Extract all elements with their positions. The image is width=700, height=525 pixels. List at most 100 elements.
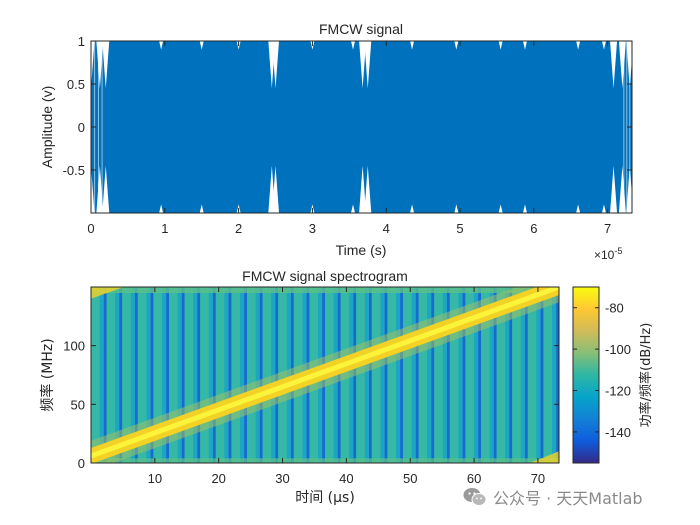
signal-notch-top	[626, 41, 632, 89]
signal-x-tick-label: 1	[161, 221, 168, 236]
signal-title: FMCW signal	[319, 21, 403, 37]
spectrogram-column-dark	[478, 287, 481, 463]
signal-x-tick-label: 6	[530, 221, 537, 236]
spectrogram-column-dark	[259, 287, 263, 463]
spectrogram-axes-box	[90, 286, 560, 464]
signal-notch-bottom	[199, 204, 204, 213]
spectrogram-y-tick-label: 50	[71, 397, 85, 412]
spectrogram-column-dark	[540, 287, 544, 463]
spectrogram-column	[403, 287, 412, 463]
spectrogram-column	[106, 287, 116, 463]
spectrogram-column	[512, 287, 521, 463]
spectrogram-column	[247, 287, 256, 463]
signal-notch-bottom	[102, 165, 110, 213]
spectrogram-chart: 10 20 30 40 50 60 70 0 50 100 FMCW signal spectr…	[39, 268, 654, 506]
signal-notch-bottom	[364, 165, 372, 213]
signal-notch-top	[364, 41, 372, 89]
signal-notch-top	[351, 41, 356, 50]
spectrogram-x-tick-label: 40	[339, 471, 353, 486]
spectrogram-column-dark	[181, 287, 185, 463]
watermark: 公众号 · 天天Matlab	[463, 485, 643, 509]
spectrogram-column	[496, 287, 506, 463]
signal-y-tick-label: -0.5	[63, 163, 85, 178]
spectrogram-column	[371, 287, 381, 463]
signal-x-tick-label: 2	[235, 221, 242, 236]
signal-x-tick-label: 7	[604, 221, 611, 236]
spectrogram-x-tick-label: 70	[531, 471, 545, 486]
signal-notch-bottom	[522, 204, 527, 213]
signal-y-tick-label: 1	[78, 34, 85, 49]
spectrogram-column	[434, 287, 443, 463]
signal-notch-top	[159, 41, 164, 50]
signal-notch-top	[91, 41, 95, 89]
spectrogram-y-ticks: 0 50 100	[63, 339, 559, 471]
spectrogram-column	[418, 287, 428, 463]
signal-y-tick-label: 0.5	[67, 77, 85, 92]
spectrogram-column	[91, 287, 100, 463]
signal-notch-bottom	[351, 204, 356, 213]
spectrogram-x-tick-label: 20	[211, 471, 225, 486]
signal-notch-top	[454, 41, 459, 50]
spectrogram-ridge-core	[91, 287, 559, 459]
spectrogram-column-dark	[166, 287, 169, 463]
signal-notch-bottom	[359, 165, 367, 213]
spectrogram-x-label: 时间 (μs)	[295, 490, 355, 506]
signal-x-tick-label: 5	[456, 221, 463, 236]
spectrogram-column	[481, 287, 490, 463]
spectrogram-column	[215, 287, 225, 463]
spectrogram-x-ticks: 10 20 30 40 50 60 70	[148, 287, 545, 486]
colorbar-box	[572, 286, 600, 464]
colorbar-tick-label: -80	[605, 301, 624, 316]
signal-notch-top	[601, 41, 606, 50]
spectrogram-y-tick-label: 100	[63, 339, 85, 354]
spectrogram-column-dark	[197, 287, 201, 463]
spectrogram-column	[169, 287, 178, 463]
signal-notch-top	[576, 41, 581, 50]
spectrogram-column-dark	[368, 287, 372, 463]
signal-notch-bottom	[159, 204, 164, 213]
spectrogram-top-band	[91, 287, 559, 293]
wechat-icon	[463, 488, 487, 506]
spectrogram-column	[527, 287, 537, 463]
spectrogram-ridge-wrap-bottom	[530, 451, 559, 463]
spectrogram-column-dark	[493, 287, 497, 463]
spectrogram-column	[184, 287, 194, 463]
signal-x-exponent: ×10-5	[594, 246, 622, 262]
spectrogram-column-dark	[431, 287, 435, 463]
signal-y-label: Amplitude (v)	[39, 86, 55, 168]
spectrogram-column	[200, 287, 209, 463]
spectrogram-column-dark	[244, 287, 247, 463]
signal-notch-top	[102, 41, 110, 89]
spectrogram-column	[231, 287, 240, 463]
spectrogram-column-dark	[212, 287, 216, 463]
spectrogram-y-tick-label: 0	[78, 456, 85, 471]
signal-notch-bottom	[91, 165, 95, 213]
spectrogram-column-dark	[415, 287, 419, 463]
spectrogram-column-dark	[446, 287, 450, 463]
signal-x-tick-label: 3	[309, 221, 316, 236]
spectrogram-column-dark	[150, 287, 154, 463]
spectrogram-column-dark	[119, 287, 123, 463]
signal-x-tick-label: 0	[87, 221, 94, 236]
signal-notch-bottom	[454, 204, 459, 213]
signal-x-tick-label: 4	[383, 221, 390, 236]
colorbar-ticks: -80 -100 -120 -140	[573, 301, 631, 440]
spectrogram-column-dark	[462, 287, 466, 463]
signal-notch-bottom	[576, 204, 581, 213]
spectrogram-column	[543, 287, 552, 463]
signal-y-tick-label: 0	[78, 120, 85, 135]
spectrogram-title: FMCW signal spectrogram	[242, 268, 408, 284]
spectrogram-column-dark	[134, 287, 138, 463]
signal-notch-top	[522, 41, 527, 50]
signal-notch-bottom	[498, 204, 503, 213]
colorbar-tick-label: -120	[605, 384, 631, 399]
signal-x-ticks: 0 1 2 3 4 5 6 7	[87, 41, 611, 236]
spectrogram-column	[387, 287, 396, 463]
spectrogram-x-tick-label: 10	[148, 471, 162, 486]
spectrogram-column-dark	[103, 287, 107, 463]
signal-series	[91, 41, 632, 213]
signal-notch-bottom	[410, 204, 415, 213]
signal-notch-top	[199, 41, 204, 50]
signal-notch-bottom	[610, 165, 618, 213]
